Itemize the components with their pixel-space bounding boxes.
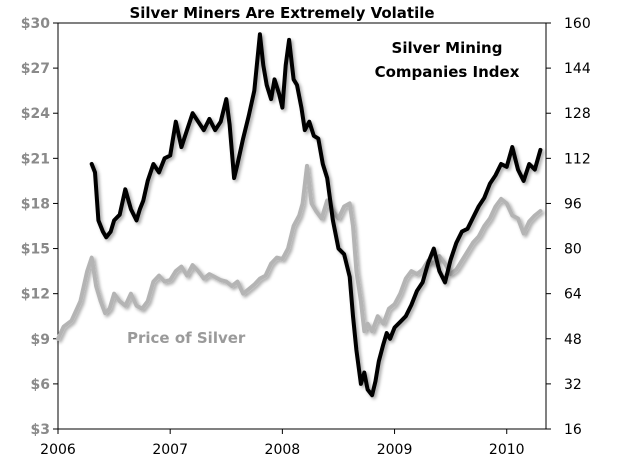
x-ticks: 2006 2007 2008 2009 2010 bbox=[40, 429, 525, 458]
y-right-tick-label: 96 bbox=[564, 196, 582, 212]
y-right-tick-label: 32 bbox=[564, 377, 582, 393]
y-left-tick-label: $18 bbox=[21, 196, 50, 212]
y-left-tick-label: $9 bbox=[31, 332, 50, 348]
x-tick-label: 2008 bbox=[265, 442, 301, 458]
y-left-tick-label: $30 bbox=[21, 16, 50, 32]
y-left-tick-label: $15 bbox=[21, 242, 50, 258]
y-right-tick-label: 80 bbox=[564, 242, 582, 258]
y-left-ticks: $3 $6 $9 $12 $15 $18 $21 $24 $27 $30 bbox=[21, 16, 58, 438]
y-right-tick-label: 160 bbox=[564, 16, 591, 32]
x-tick-label: 2009 bbox=[377, 442, 413, 458]
index-label-line2: Companies Index bbox=[375, 63, 520, 81]
y-left-tick-label: $27 bbox=[21, 61, 50, 77]
y-right-tick-label: 128 bbox=[564, 106, 591, 122]
y-left-tick-label: $12 bbox=[21, 287, 50, 303]
y-right-tick-label: 64 bbox=[564, 287, 582, 303]
y-right-tick-label: 16 bbox=[564, 422, 582, 438]
y-left-tick-label: $24 bbox=[21, 106, 50, 122]
index-series-line bbox=[89, 32, 543, 398]
y-left-tick-label: $6 bbox=[31, 377, 50, 393]
y-left-tick-label: $21 bbox=[21, 151, 50, 167]
y-right-tick-label: 144 bbox=[564, 61, 591, 77]
x-tick-label: 2006 bbox=[40, 442, 76, 458]
y-right-ticks: 16 32 48 64 80 96 112 128 144 160 bbox=[546, 16, 591, 438]
silver-series-line bbox=[56, 163, 543, 341]
x-tick-label: 2007 bbox=[152, 442, 188, 458]
y-left-tick-label: $3 bbox=[31, 422, 50, 438]
series-layer bbox=[56, 32, 543, 398]
chart-title: Silver Miners Are Extremely Volatile bbox=[129, 4, 434, 22]
index-label-line1: Silver Mining bbox=[392, 39, 503, 57]
y-right-tick-label: 48 bbox=[564, 332, 582, 348]
y-right-tick-label: 112 bbox=[564, 151, 591, 167]
plot-area-frame bbox=[57, 22, 547, 430]
silver-price-label: Price of Silver bbox=[127, 329, 246, 347]
x-tick-label: 2010 bbox=[489, 442, 525, 458]
